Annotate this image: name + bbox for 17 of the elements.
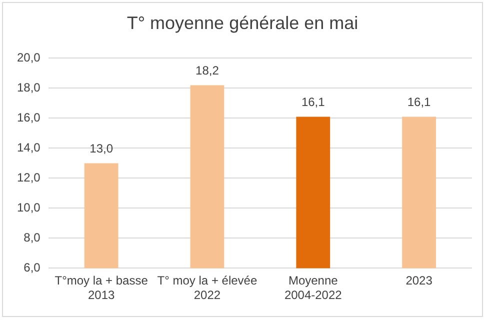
x-tick-label: T° moy la + élevée 2022 <box>157 274 258 302</box>
x-tick-label: 2023 <box>406 274 433 288</box>
data-label: 16,1 <box>301 95 326 110</box>
chart-title: T° moyenne générale en mai <box>126 13 360 34</box>
y-tick-label: 12,0 <box>16 170 41 185</box>
data-label: 18,2 <box>196 64 220 78</box>
x-tick-label: Moyenne 2004-2022 <box>284 274 342 302</box>
data-label: 16,1 <box>407 95 432 110</box>
y-tick-label: 14,0 <box>16 140 41 155</box>
data-label: 13,0 <box>90 142 114 156</box>
x-tick-label: T°moy la + basse 2013 <box>54 274 148 302</box>
y-tick-label: 8,0 <box>24 230 41 245</box>
y-tick-label: 6,0 <box>24 260 41 275</box>
y-tick-label: 10,0 <box>16 200 41 215</box>
y-tick-label: 18,0 <box>16 80 41 95</box>
y-tick-label: 16,0 <box>16 110 41 125</box>
y-tick-label: 20,0 <box>16 50 41 65</box>
